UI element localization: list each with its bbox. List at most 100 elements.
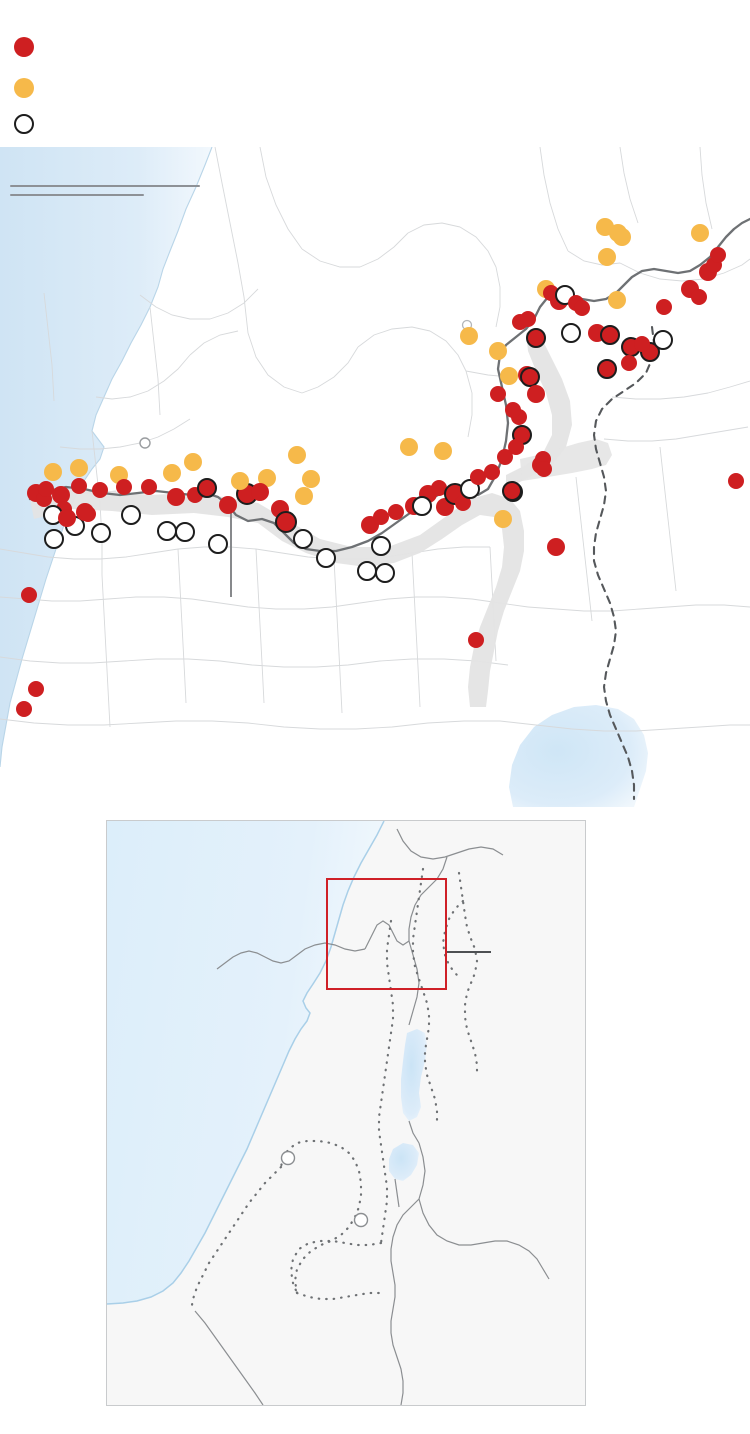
- filled-red-circle-icon: [14, 37, 34, 57]
- map-marker-hollow[interactable]: [208, 534, 228, 554]
- main-map[interactable]: [0, 147, 750, 807]
- map-marker-red[interactable]: [527, 385, 545, 403]
- map-marker-red[interactable]: [116, 479, 132, 495]
- legend: [0, 0, 750, 147]
- map-marker-amber[interactable]: [608, 291, 626, 309]
- map-marker-hollow[interactable]: [316, 548, 336, 568]
- map-marker-red[interactable]: [167, 488, 185, 506]
- map-marker-amber[interactable]: [400, 438, 418, 456]
- map-marker-amber[interactable]: [163, 464, 181, 482]
- inset-dotted-boundary: [189, 867, 479, 1313]
- map-marker-red[interactable]: [547, 538, 565, 556]
- map-marker-hollow[interactable]: [293, 529, 313, 549]
- map-marker-amber[interactable]: [434, 442, 452, 460]
- map-marker-red-ring[interactable]: [520, 367, 540, 387]
- map-marker-amber[interactable]: [231, 472, 249, 490]
- map-marker-red[interactable]: [484, 464, 500, 480]
- map-marker-red[interactable]: [497, 449, 513, 465]
- buffer-zone-north: [506, 329, 572, 489]
- map-marker-amber[interactable]: [295, 487, 313, 505]
- map-marker-hollow[interactable]: [653, 330, 673, 350]
- map-marker-red[interactable]: [468, 632, 484, 648]
- map-marker-red[interactable]: [710, 247, 726, 263]
- map-marker-red[interactable]: [536, 461, 552, 477]
- map-marker-amber[interactable]: [500, 367, 518, 385]
- map-marker-red[interactable]: [21, 587, 37, 603]
- map-marker-hollow[interactable]: [561, 323, 581, 343]
- map-marker-red[interactable]: [388, 504, 404, 520]
- map-marker-red[interactable]: [455, 495, 471, 511]
- map-marker-red-ring[interactable]: [526, 328, 546, 348]
- map-marker-amber[interactable]: [494, 510, 512, 528]
- map-marker-red[interactable]: [508, 439, 524, 455]
- map-marker-hollow[interactable]: [157, 521, 177, 541]
- map-marker-red[interactable]: [691, 289, 707, 305]
- map-marker-amber[interactable]: [598, 248, 616, 266]
- legend-item-amber: [14, 78, 44, 98]
- sea-polygon: [0, 147, 212, 767]
- marker-layer[interactable]: [0, 147, 750, 807]
- map-marker-hollow[interactable]: [44, 529, 64, 549]
- inset-city-marker-1: [280, 1150, 296, 1166]
- inset-map[interactable]: [106, 820, 586, 1406]
- buffer-zone: [30, 489, 524, 707]
- map-marker-hollow[interactable]: [412, 496, 432, 516]
- map-marker-hollow[interactable]: [357, 561, 377, 581]
- inset-leader-line: [447, 951, 491, 953]
- inset-coast-outline: [107, 821, 385, 1305]
- map-marker-hollow[interactable]: [375, 563, 395, 583]
- map-marker-amber[interactable]: [489, 342, 507, 360]
- map-marker-red[interactable]: [373, 509, 389, 525]
- map-marker-amber[interactable]: [70, 459, 88, 477]
- map-marker-red-ring[interactable]: [597, 359, 617, 379]
- map-marker-red[interactable]: [38, 481, 54, 497]
- map-marker-hollow[interactable]: [371, 536, 391, 556]
- map-marker-hollow[interactable]: [121, 505, 141, 525]
- inset-city-marker-2: [353, 1212, 369, 1228]
- map-marker-amber[interactable]: [258, 469, 276, 487]
- map-marker-red[interactable]: [16, 701, 32, 717]
- map-marker-red[interactable]: [470, 469, 486, 485]
- legend-item-hollow: [14, 114, 44, 134]
- map-marker-red[interactable]: [490, 386, 506, 402]
- map-marker-amber[interactable]: [184, 453, 202, 471]
- map-marker-red[interactable]: [71, 478, 87, 494]
- map-marker-red[interactable]: [520, 311, 536, 327]
- coastal-city-marker: [139, 437, 151, 449]
- map-marker-red[interactable]: [58, 509, 76, 527]
- inset-lake-north: [401, 1029, 427, 1121]
- map-marker-amber[interactable]: [288, 446, 306, 464]
- map-marker-red[interactable]: [141, 479, 157, 495]
- map-marker-red[interactable]: [92, 482, 108, 498]
- map-marker-red-ring[interactable]: [502, 481, 522, 501]
- map-marker-red[interactable]: [574, 300, 590, 316]
- map-marker-red-ring[interactable]: [600, 325, 620, 345]
- map-marker-red[interactable]: [431, 480, 447, 496]
- map-marker-amber[interactable]: [302, 470, 320, 488]
- map-marker-amber[interactable]: [44, 463, 62, 481]
- map-marker-amber[interactable]: [613, 228, 631, 246]
- map-marker-amber[interactable]: [691, 224, 709, 242]
- map-marker-red-ring[interactable]: [197, 478, 217, 498]
- map-marker-red[interactable]: [505, 402, 521, 418]
- map-marker-red[interactable]: [621, 355, 637, 371]
- inset-sea-polygon: [107, 821, 384, 1304]
- coast-outline: [0, 147, 213, 768]
- map-marker-red[interactable]: [28, 681, 44, 697]
- inset-map-container[interactable]: [106, 820, 586, 1406]
- map-marker-amber[interactable]: [460, 327, 478, 345]
- map-marker-red-ring[interactable]: [275, 511, 297, 533]
- map-marker-red[interactable]: [52, 486, 70, 504]
- map-marker-red[interactable]: [251, 483, 269, 501]
- map-marker-hollow[interactable]: [91, 523, 111, 543]
- map-marker-hollow[interactable]: [175, 522, 195, 542]
- map-marker-red[interactable]: [219, 496, 237, 514]
- inset-borders: [194, 828, 550, 1405]
- map-marker-red[interactable]: [728, 473, 744, 489]
- map-marker-red[interactable]: [76, 503, 94, 521]
- map-marker-red[interactable]: [656, 299, 672, 315]
- filled-amber-circle-icon: [14, 78, 34, 98]
- map-marker-red[interactable]: [634, 336, 650, 352]
- admin-boundaries: [0, 147, 750, 732]
- legend-item-red: [14, 37, 44, 57]
